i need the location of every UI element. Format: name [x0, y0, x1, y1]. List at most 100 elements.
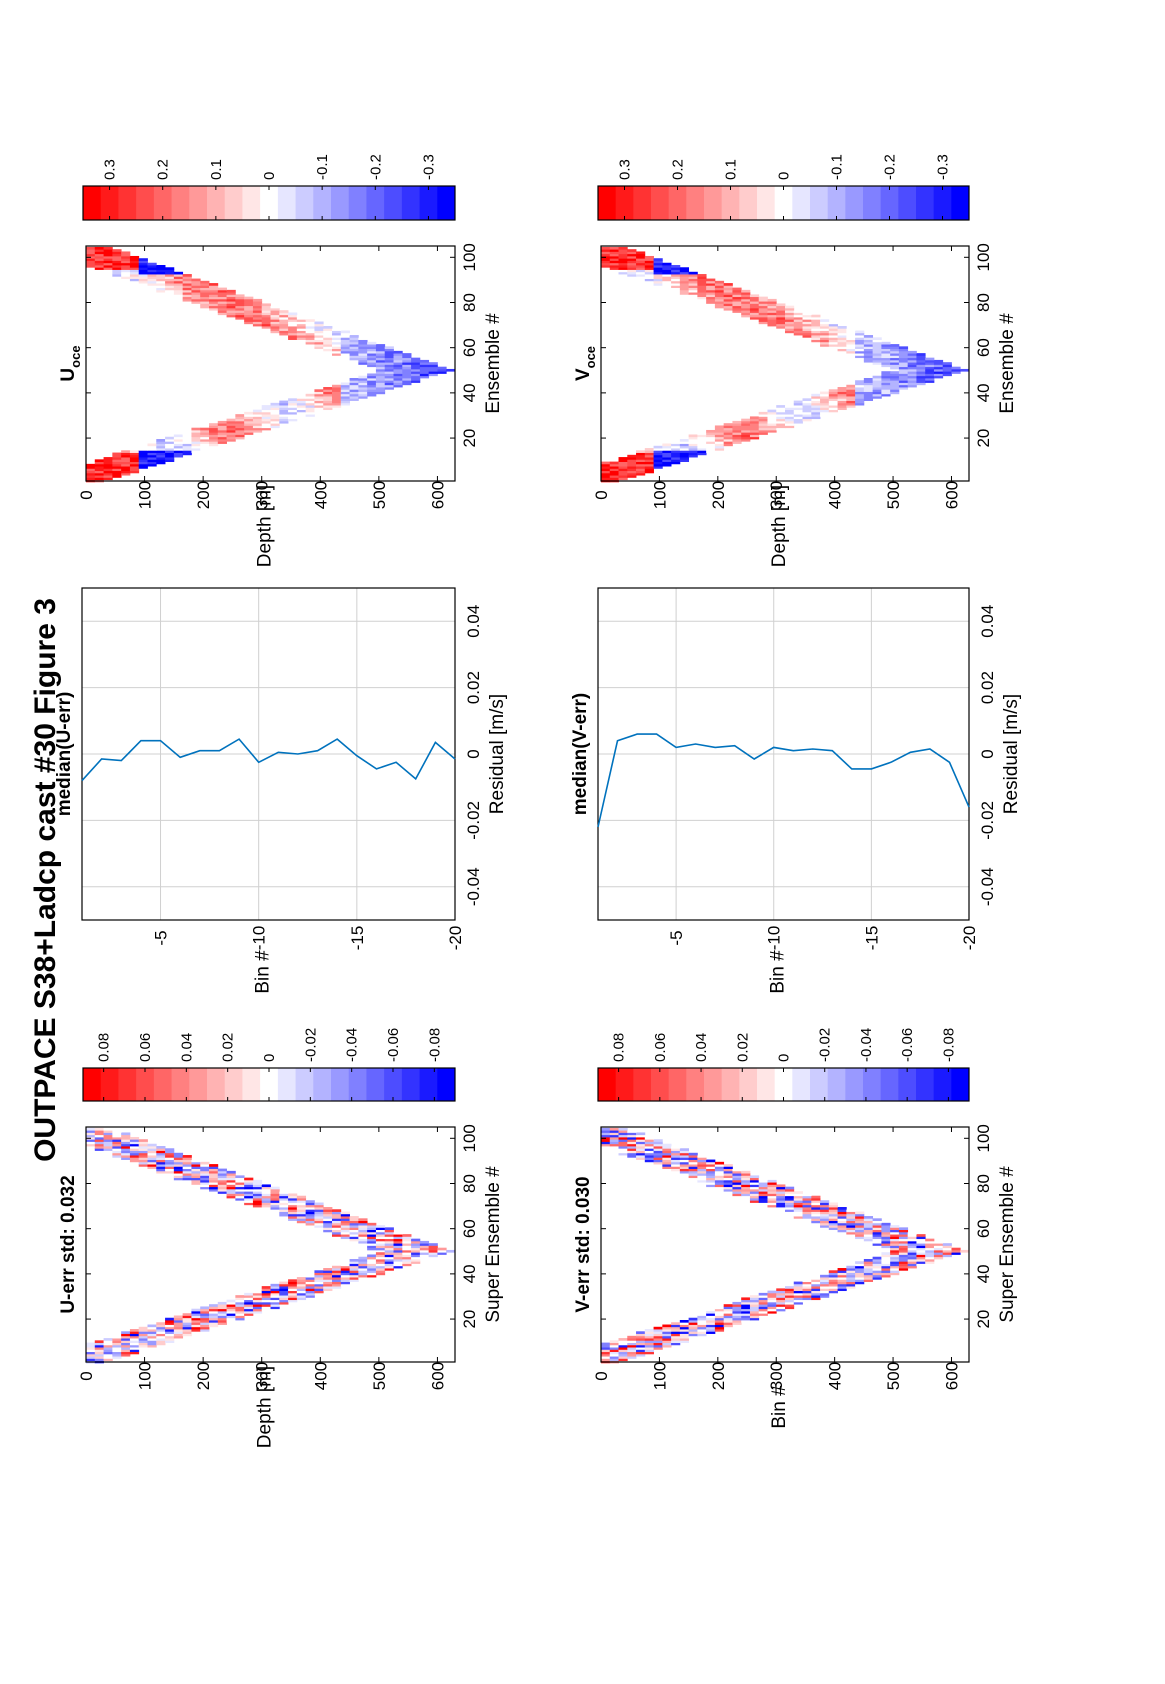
- v_oce-panel: 0 100 200 300 400 500 600 20 40 60 80 100 Ensemble #…: [573, 154, 1018, 567]
- v_median-ytick-label: -15: [862, 926, 881, 951]
- v_median-ytick-label: -5: [667, 930, 686, 945]
- u_err-xtick-label: 60: [460, 1219, 479, 1238]
- u_oce-ytick-label: 200: [194, 481, 213, 509]
- v_oce-frame: [600, 245, 970, 482]
- v_err-colorbar-tick: -0.02: [817, 1028, 834, 1062]
- v_median-xlabel: Residual [m/s]: [1001, 694, 1022, 814]
- u_err-colorbar-tick: 0.02: [220, 1033, 237, 1062]
- u_err-ytick-label: 400: [311, 1362, 330, 1390]
- v_err-colorbar-tick: -0.08: [940, 1028, 957, 1062]
- u_err-ylabel: Depth [m]: [255, 1366, 276, 1448]
- u_err-colorbar-tick: 0.08: [96, 1033, 113, 1062]
- u_oce-xtick-label: 20: [460, 429, 479, 448]
- v_median-xtick-label: 0: [978, 749, 997, 758]
- v_err-colorbar-tick: 0: [776, 1054, 793, 1062]
- u_err-ytick-label: 300: [253, 1362, 272, 1390]
- v_oce-ytick-label: 100: [650, 481, 669, 509]
- u_oce-panel: 0 100 200 300 400 500 600 20 40 60 80 100 Ensemble #…: [58, 154, 504, 567]
- v_err-xtick-label: 60: [974, 1219, 993, 1238]
- u_oce-ytick-label: 500: [370, 481, 389, 509]
- u_median-series-line: [81, 738, 456, 782]
- v_oce-ytick-label: 600: [942, 481, 961, 509]
- v_oce-ytick-label: 300: [767, 481, 786, 509]
- v_median-series-line: [597, 733, 970, 828]
- u_err-ytick-label: 200: [194, 1362, 213, 1390]
- u_oce-ytick-label: 0: [77, 490, 96, 499]
- v_oce-colorbar-tick: 0.1: [723, 159, 740, 180]
- u_err-colorbar-tick: 0: [261, 1054, 278, 1062]
- v_oce-colorbar-tick: 0: [776, 172, 793, 180]
- u_oce-xtick-label: 100: [460, 243, 479, 271]
- v_err-xtick-label: 20: [974, 1310, 993, 1329]
- v_err-colorbar-tick: 0.04: [693, 1033, 710, 1062]
- u_err-ytick-label: 500: [370, 1362, 389, 1390]
- u_oce-colorbar-tick: 0.2: [155, 159, 172, 180]
- u_median-title: median(U-err): [54, 692, 75, 817]
- v_err-ytick-label: 100: [650, 1362, 669, 1390]
- v_oce-colorbar-tick: -0.3: [935, 154, 952, 180]
- u_err-colorbar-tick: -0.08: [426, 1028, 443, 1062]
- v_oce-ytick-label: 500: [884, 481, 903, 509]
- u_oce-ylabel: Depth [m]: [255, 485, 276, 567]
- u_median-xtick-label: -0.02: [464, 801, 483, 840]
- u_median-ytick-label: -10: [250, 926, 269, 951]
- v_err-cells: [601, 1127, 970, 1364]
- u_oce-xtick-label: 40: [460, 383, 479, 402]
- v_median-ytick-label: -20: [960, 926, 979, 951]
- u_oce-ytick-label: 400: [311, 481, 330, 509]
- v_oce-colorbar-tick: -0.1: [829, 154, 846, 180]
- v_err-xtick-label: 40: [974, 1264, 993, 1283]
- u_oce-frame: [85, 245, 456, 482]
- u_err-colorbar-tick: 0.04: [178, 1033, 195, 1062]
- v_err-title: V-err std: 0.030: [573, 1176, 594, 1312]
- v_oce-xtick-label: 100: [974, 243, 993, 271]
- u_median-panel: -0.04 -0.02 0 0.02 0.04 -5 -10 -15 -20 Residual […: [54, 587, 508, 994]
- u_err-colorbar-tick: 0.06: [137, 1033, 154, 1062]
- v_median-ylabel: Bin #: [768, 950, 789, 994]
- v_oce-xtick-label: 20: [974, 429, 993, 448]
- u_oce-cells: [86, 246, 456, 483]
- u_median-ytick-label: -15: [348, 926, 367, 951]
- v_oce-ytick-label: 0: [592, 490, 611, 499]
- u_median-xtick-label: 0: [464, 749, 483, 758]
- v_err-colorbar-tick: 0.02: [734, 1033, 751, 1062]
- v_oce-xtick-label: 60: [974, 338, 993, 357]
- v_err-frame: [600, 1126, 970, 1363]
- v_err-colorbar: 0.08 0.06 0.04 0.02 0 -0.02 -0.04 -0.06 -0.08: [597, 1028, 970, 1102]
- v_err-colorbar-tick: -0.06: [899, 1028, 916, 1062]
- u_err-frame: [85, 1126, 456, 1363]
- u_oce-xtick-label: 80: [460, 293, 479, 312]
- u_median-xtick-label: 0.04: [464, 605, 483, 638]
- v_oce-colorbar-tick: 0.2: [670, 159, 687, 180]
- v_err-xlabel: Super Ensemble #: [997, 1166, 1018, 1323]
- u_oce-colorbar-tick: 0: [261, 172, 278, 180]
- u_median-ytick-label: -5: [152, 930, 171, 945]
- v_oce-colorbar-tick: -0.2: [882, 154, 899, 180]
- v_oce-colorbar-tick: 0.3: [617, 159, 634, 180]
- v_median-xtick-label: -0.02: [978, 801, 997, 840]
- v_err-xtick-label: 100: [974, 1124, 993, 1152]
- u_err-colorbar-tick: -0.02: [302, 1028, 319, 1062]
- v_oce-title: Voce: [573, 346, 598, 381]
- v_median-xtick-label: 0.04: [978, 605, 997, 638]
- v_err-ytick-label: 600: [942, 1362, 961, 1390]
- u_median-xlabel: Residual [m/s]: [487, 694, 508, 814]
- v_median-title: median(V-err): [570, 693, 591, 815]
- u_oce-ytick-label: 300: [253, 481, 272, 509]
- u_oce-colorbar-tick: -0.1: [314, 154, 331, 180]
- v_err-ytick-label: 200: [709, 1362, 728, 1390]
- u_oce-xtick-label: 60: [460, 338, 479, 357]
- v_err-ytick-label: 300: [767, 1362, 786, 1390]
- v_median-panel: -0.04 -0.02 0 0.02 0.04 -5 -10 -15 -20 Residual […: [570, 587, 1022, 994]
- u_err-title: U-err std: 0.032: [58, 1175, 79, 1313]
- v_oce-cells: [601, 246, 970, 483]
- v_median-xtick-label: 0.02: [978, 671, 997, 704]
- u_oce-colorbar-tick: 0.1: [208, 159, 225, 180]
- v_oce-ytick-label: 200: [709, 481, 728, 509]
- u_median-xtick-label: -0.04: [464, 867, 483, 906]
- u_oce-colorbar: 0.3 0.2 0.1 0 -0.1 -0.2 -0.3: [82, 154, 456, 221]
- u_oce-colorbar-tick: -0.3: [420, 154, 437, 180]
